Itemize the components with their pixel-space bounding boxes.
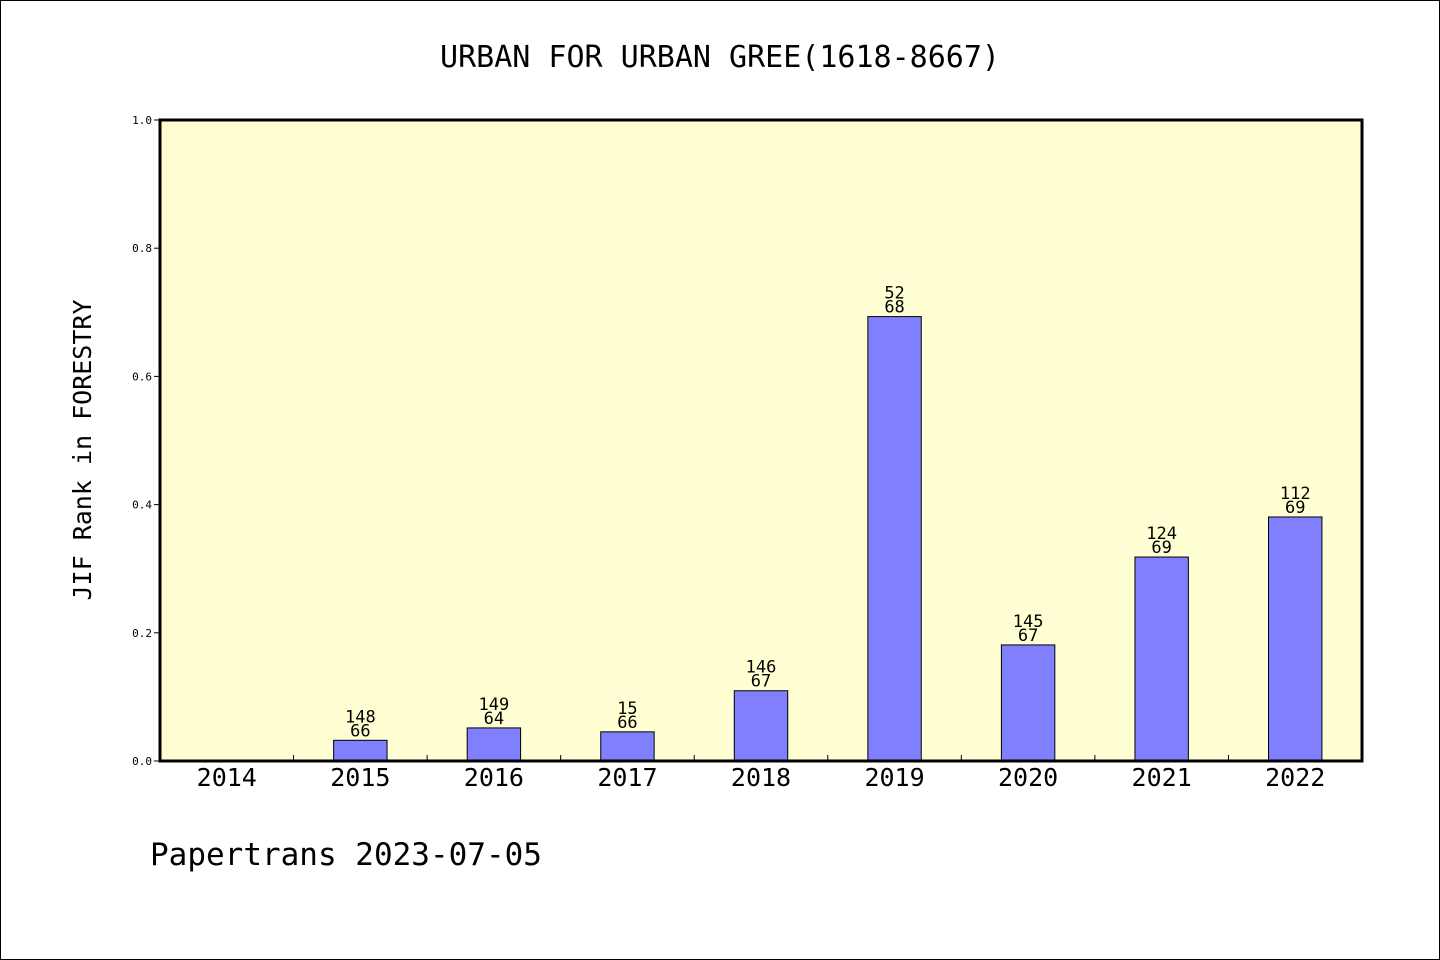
bar-2017 — [600, 731, 655, 762]
bar-label-top: 15 — [617, 699, 637, 719]
y-tick-label: 0.2 — [132, 627, 152, 640]
y-tick-label: 0.6 — [132, 370, 152, 383]
bar-label-bottom: 69 — [1151, 538, 1171, 558]
y-tick-label: 0.8 — [132, 242, 152, 255]
x-axis: 2014 2015 2016 2017 2018 2019 2020 2021 2022 — [197, 755, 1325, 792]
bar-label-bottom: 66 — [350, 721, 370, 741]
bar-label-bottom: 68 — [884, 298, 904, 318]
bar-label-bottom: 64 — [484, 709, 504, 729]
x-tick-label: 2014 — [197, 763, 257, 792]
bar-2020 — [1000, 644, 1056, 762]
x-tick-label: 2020 — [998, 763, 1058, 792]
bar-label-bottom: 67 — [751, 672, 771, 692]
x-tick-label: 2019 — [864, 763, 924, 792]
x-tick-label: 2016 — [464, 763, 524, 792]
x-tick-label: 2015 — [330, 763, 390, 792]
x-tick-label: 2021 — [1132, 763, 1192, 792]
bar-label-top: 148 — [345, 707, 376, 727]
y-tick-label: 0.4 — [132, 499, 152, 512]
bar-2018 — [733, 690, 789, 762]
bar-label-top: 124 — [1146, 524, 1177, 544]
bar-label-top: 112 — [1280, 484, 1311, 504]
bars — [333, 316, 1323, 762]
y-tick-label: 0.0 — [132, 755, 152, 768]
bar-2015 — [333, 739, 388, 762]
bar-label-top: 145 — [1013, 612, 1044, 632]
y-axis: 0.0 0.2 0.4 0.6 0.8 1.0 — [132, 114, 160, 768]
plot-frame — [158, 118, 1364, 763]
bar-2016 — [466, 727, 522, 762]
footer-credit: Papertrans 2023-07-05 — [150, 837, 542, 873]
x-tick-label: 2018 — [731, 763, 791, 792]
bar-label-top: 52 — [884, 284, 904, 304]
bar-label-bottom: 67 — [1018, 626, 1038, 646]
bar-label-bottom: 69 — [1285, 498, 1305, 518]
bar-2022 — [1268, 516, 1323, 762]
x-tick-label: 2022 — [1265, 763, 1325, 792]
bar-2019 — [867, 316, 922, 762]
bar-label-top: 149 — [479, 695, 510, 715]
bar-2021 — [1134, 556, 1189, 762]
chart-title: URBAN FOR URBAN GREE(1618-8667) — [440, 40, 1000, 75]
x-tick-label: 2017 — [597, 763, 657, 792]
y-tick-label: 1.0 — [132, 114, 152, 127]
bar-label-bottom: 66 — [617, 713, 637, 733]
y-axis-label: JIF Rank in FORESTRY — [68, 299, 97, 600]
bar-label-top: 146 — [746, 658, 777, 678]
